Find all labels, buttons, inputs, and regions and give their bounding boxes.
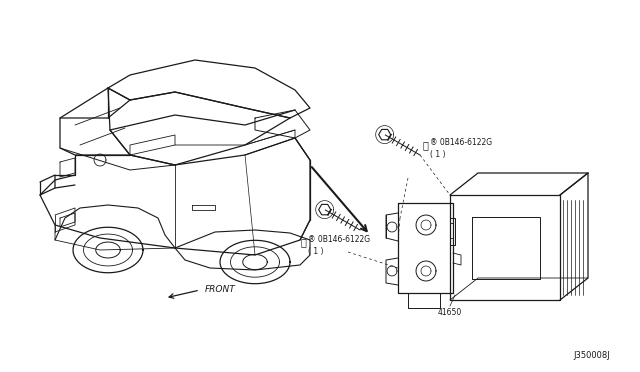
Text: Ⓑ: Ⓑ [422, 140, 428, 150]
Text: ® 0B146-6122G
( 1 ): ® 0B146-6122G ( 1 ) [308, 235, 370, 256]
Text: Ⓑ: Ⓑ [300, 237, 306, 247]
Text: 41650: 41650 [438, 308, 462, 317]
Text: FRONT: FRONT [205, 285, 236, 295]
Text: ® 0B146-6122G
( 1 ): ® 0B146-6122G ( 1 ) [430, 138, 492, 159]
Text: J350008J: J350008J [573, 351, 610, 360]
